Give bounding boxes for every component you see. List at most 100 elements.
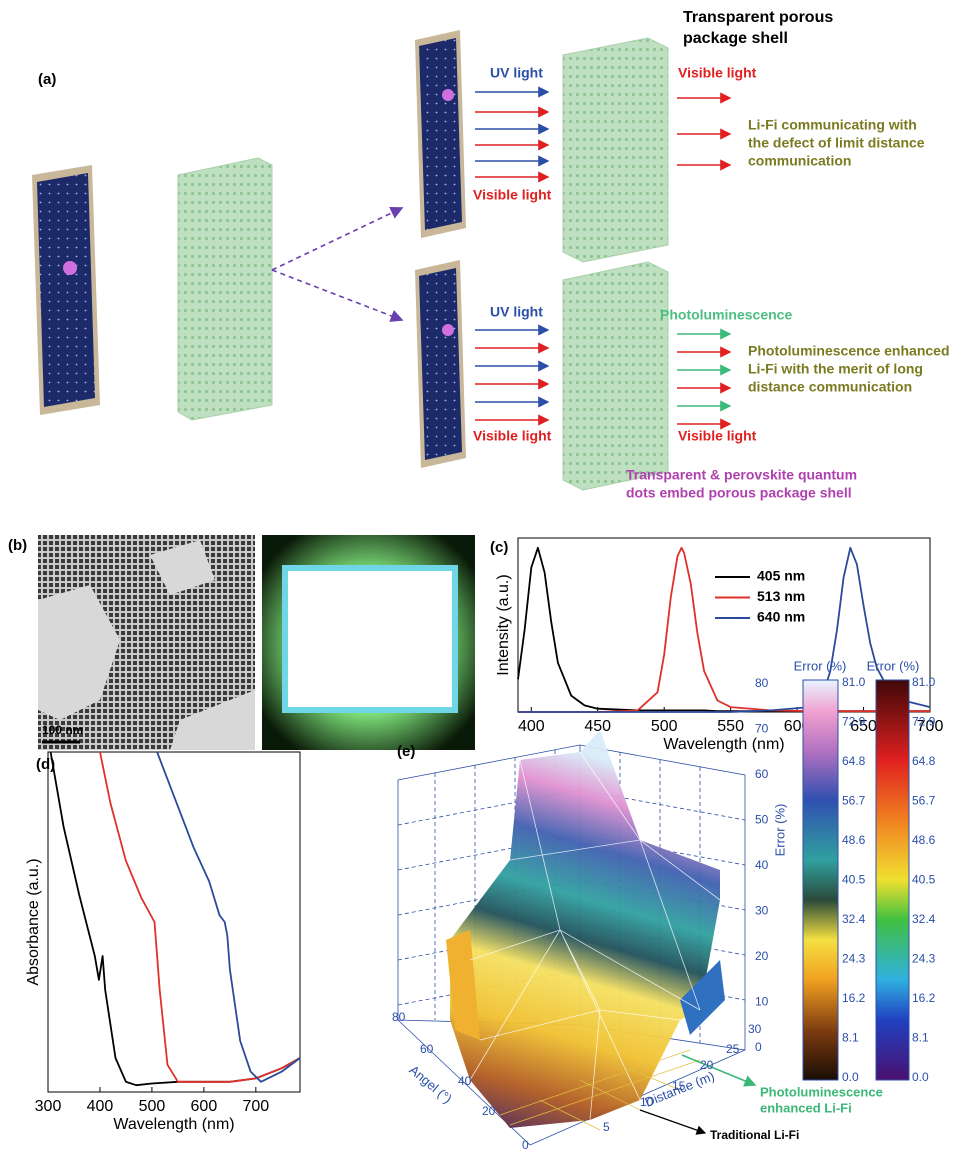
colorbar-label: 8.1 [842, 1031, 859, 1045]
data-line [518, 548, 930, 712]
colorbar-label: 56.7 [842, 794, 866, 808]
page: { "panel_a": { "label": "(a)", "shell_ti… [0, 0, 971, 1159]
colorbar-label: 16.2 [912, 991, 936, 1005]
z-tick-label: 10 [755, 995, 769, 1009]
device-board [419, 268, 462, 460]
colorbar-label: 40.5 [912, 873, 936, 887]
colorbar-label: 48.6 [912, 833, 936, 847]
x-axis-title: Wavelength (nm) [113, 1116, 234, 1133]
x-tick-label: 400 [87, 1098, 114, 1115]
x-tick-label: 500 [139, 1098, 166, 1115]
plot-frame [518, 538, 930, 712]
z-tick-label: 80 [755, 676, 769, 690]
panel-label: (e) [397, 743, 415, 760]
axis-title: Angel (°) [406, 1062, 454, 1106]
colorbar-label: 56.7 [912, 794, 936, 808]
distance-tick-label: 30 [748, 1022, 762, 1036]
annotation: UV light [490, 65, 543, 81]
distance-tick-label: 20 [700, 1058, 714, 1072]
device-board [37, 173, 95, 407]
colorbar-label: 16.2 [842, 991, 866, 1005]
panel-label: (b) [8, 537, 27, 554]
colorbar-label: 48.6 [842, 833, 866, 847]
panel-label: (c) [490, 539, 508, 556]
annotation: Photoluminescence [660, 307, 792, 323]
annotation: Visible light [678, 428, 757, 444]
scale-bar-label: 100 nm [42, 723, 83, 737]
annotation: Transparent porous [683, 9, 833, 26]
data-line [100, 752, 300, 1082]
colorbar-label: 32.4 [912, 912, 936, 926]
annotation: Traditional Li-Fi [710, 1128, 799, 1142]
annotation: Visible light [678, 65, 757, 81]
y-axis-title: Absorbance (a.u.) [25, 858, 42, 985]
axis-title: Error (%) [772, 804, 787, 857]
z-tick-label: 20 [755, 949, 769, 963]
dashed-arrow [272, 270, 402, 320]
annotation: package shell [683, 30, 788, 47]
chart: (c)400450500550600650700Wavelength (nm)I… [490, 538, 943, 753]
z-tick-label: 70 [755, 722, 769, 736]
annotation: Visible light [473, 187, 552, 203]
annotation: UV light [490, 304, 543, 320]
colorbar-label: 64.8 [912, 754, 936, 768]
x-axis-title: Wavelength (nm) [663, 736, 784, 753]
colorbar-title: Error (%) [794, 658, 847, 673]
led [442, 324, 454, 336]
annotation: Li-Fi with the merit of long [748, 361, 923, 377]
colorbar-label: 24.3 [842, 952, 866, 966]
figure: (a) Transparent porous package shell UV … [0, 0, 971, 1159]
annotation: Transparent & perovskite quantum [626, 467, 857, 483]
legend-label: 405 nm [757, 568, 805, 584]
colorbar-label: 32.4 [842, 912, 866, 926]
annotation: Photoluminescence enhanced [748, 343, 950, 359]
pointer-arrow [640, 1110, 705, 1133]
colorbar-label: 0.0 [842, 1070, 859, 1084]
z-tick-label: 60 [755, 767, 769, 781]
angle-tick-label: 40 [458, 1074, 472, 1088]
x-tick-label: 700 [242, 1098, 269, 1115]
led [63, 261, 77, 275]
angle-tick-label: 0 [522, 1138, 529, 1152]
porous-shell [563, 262, 668, 490]
colorbar [803, 680, 838, 1080]
annotation: Visible light [473, 428, 552, 444]
porous-shell [178, 158, 272, 420]
colorbar [876, 680, 909, 1080]
device-board [419, 38, 462, 230]
x-tick-label: 600 [191, 1098, 218, 1115]
led [442, 89, 454, 101]
annotation: the defect of limit distance [748, 135, 925, 151]
dashed-arrow [272, 208, 402, 270]
colorbar-label: 81.0 [842, 675, 866, 689]
colorbar-label: 64.8 [842, 754, 866, 768]
colorbar-label: 81.0 [912, 675, 936, 689]
distance-tick-label: 10 [640, 1095, 654, 1109]
x-tick-label: 400 [518, 718, 545, 735]
legend-label: 513 nm [757, 588, 805, 604]
y-axis-title: Intensity (a.u.) [495, 574, 512, 675]
annotation: communication [748, 153, 851, 169]
angle-tick-label: 60 [420, 1042, 434, 1056]
colorbar-label: 72.9 [842, 715, 866, 729]
panel-b: (b) 100 nm [8, 535, 475, 750]
distance-tick-label: 25 [726, 1042, 740, 1056]
distance-tick-label: 15 [672, 1079, 686, 1093]
data-line [157, 752, 300, 1082]
legend-label: 640 nm [757, 609, 805, 625]
colorbar-label: 0.0 [912, 1070, 929, 1084]
annotation: dots embed porous package shell [626, 485, 852, 501]
annotation: Li-Fi communicating with [748, 117, 917, 133]
angle-tick-label: 20 [482, 1104, 496, 1118]
annotation: Photoluminescence [760, 1084, 883, 1099]
distance-tick-label: 5 [603, 1120, 610, 1134]
colorbar-label: 72.9 [912, 715, 936, 729]
annotation: distance communication [748, 379, 912, 395]
panel-label: (a) [38, 71, 56, 88]
colorbar-label: 24.3 [912, 952, 936, 966]
panel-a: (a) Transparent porous package shell UV … [32, 9, 950, 500]
colorbar-title: Error (%) [867, 658, 920, 673]
x-tick-label: 550 [717, 718, 744, 735]
z-tick-label: 0 [755, 1040, 762, 1054]
